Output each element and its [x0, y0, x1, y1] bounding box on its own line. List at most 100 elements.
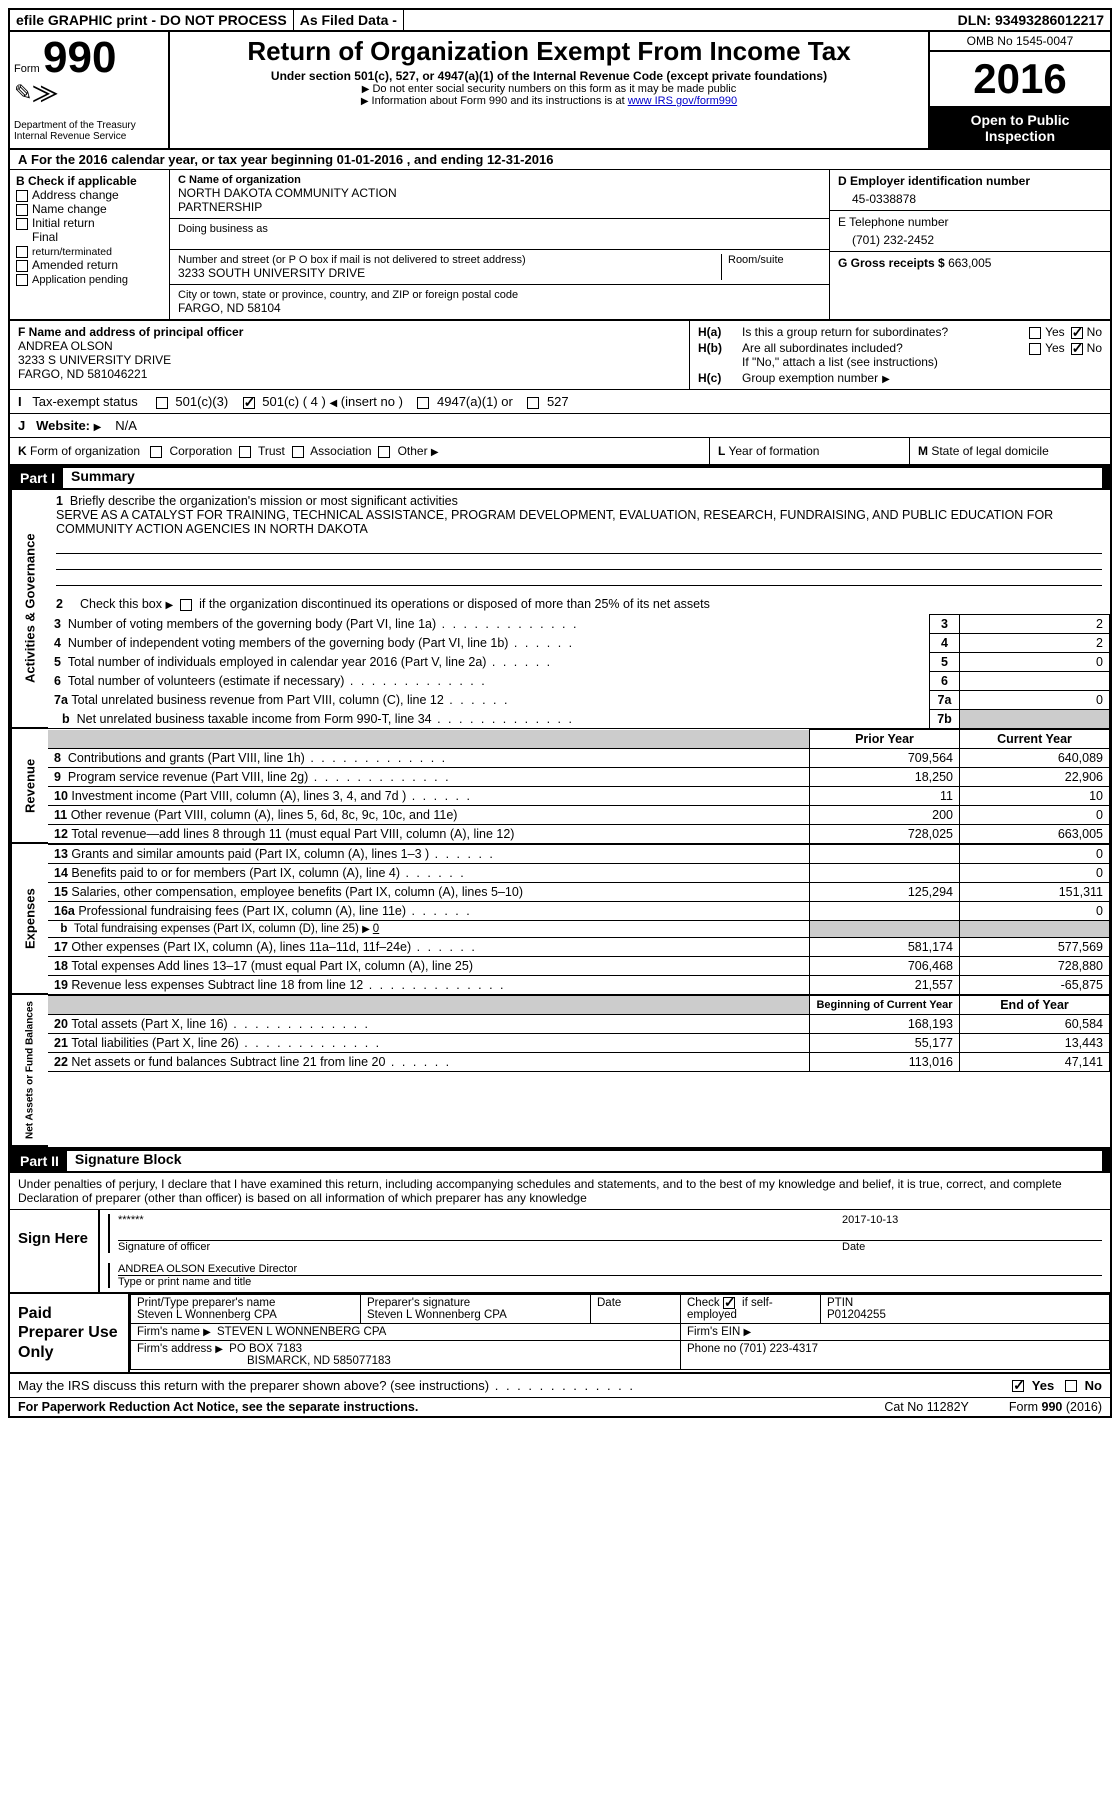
section-l: L Year of formation — [710, 438, 910, 464]
preparer-sig: Steven L Wonnenberg CPA — [367, 1309, 507, 1321]
chk-trust[interactable] — [239, 446, 251, 458]
form-page: efile GRAPHIC print - DO NOT PROCESS As … — [8, 8, 1112, 1418]
hb-yes[interactable]: Yes — [1029, 341, 1065, 355]
addr-label: Number and street (or P O box if mail is… — [178, 254, 721, 266]
chk-address-change[interactable]: Address change — [16, 188, 163, 202]
arrow-icon — [882, 371, 893, 385]
section-c: C Name of organization NORTH DAKOTA COMM… — [170, 170, 830, 319]
net-assets-table: Beginning of Current YearEnd of Year 20 … — [48, 995, 1110, 1072]
officer-name: ANDREA OLSON — [18, 339, 681, 353]
hb-no[interactable]: No — [1071, 341, 1102, 355]
chk-self-employed[interactable] — [723, 1297, 735, 1309]
prep-date-label: Date — [591, 1295, 681, 1324]
sig-date: 2017-10-13 — [842, 1214, 1102, 1226]
top-bar: efile GRAPHIC print - DO NOT PROCESS As … — [10, 10, 1110, 32]
org-name-1: NORTH DAKOTA COMMUNITY ACTION — [178, 186, 821, 200]
treasury-dept: Department of the Treasury Internal Reve… — [14, 120, 164, 142]
title-cell: Return of Organization Exempt From Incom… — [170, 32, 930, 148]
form-number-cell: Form 990 ✎⨠ Department of the Treasury I… — [10, 32, 170, 148]
tax-year: 2016 — [930, 52, 1110, 108]
as-filed: As Filed Data - — [294, 10, 404, 30]
dln: DLN: 93493286012217 — [952, 10, 1110, 30]
paperwork-notice: For Paperwork Reduction Act Notice, see … — [18, 1400, 418, 1414]
form-number: 990 — [43, 33, 116, 82]
irs-link[interactable]: www IRS gov/form990 — [628, 95, 737, 107]
part-1-header: Part I Summary — [10, 466, 1110, 490]
section-m: M State of legal domicile — [910, 438, 1110, 464]
chk-other[interactable] — [378, 446, 390, 458]
arrow-icon — [203, 1326, 214, 1338]
sign-here-label: Sign Here — [10, 1210, 100, 1292]
ein-label: D Employer identification number — [838, 174, 1030, 188]
line-1: 1 Briefly describe the organization's mi… — [48, 490, 1110, 538]
firm-addr: PO BOX 7183 — [229, 1343, 302, 1355]
chk-527[interactable] — [527, 397, 539, 409]
firm-phone: Phone no (701) 223-4317 — [681, 1341, 1110, 1370]
preparer-table: Print/Type preparer's nameSteven L Wonne… — [130, 1294, 1110, 1370]
officer-addr2: FARGO, ND 581046221 — [18, 367, 681, 381]
chk-501c3[interactable] — [156, 397, 168, 409]
chk-pending[interactable]: Application pending — [16, 272, 163, 286]
row-klm: K Form of organization Corporation Trust… — [10, 438, 1110, 466]
arrow-icon — [94, 418, 105, 433]
arrow-icon — [431, 444, 442, 458]
ha-yes[interactable]: Yes — [1029, 325, 1065, 339]
date-label: Date — [842, 1241, 1102, 1253]
paid-preparer-block: Paid Preparer Use Only Print/Type prepar… — [10, 1294, 1110, 1374]
efile-notice: efile GRAPHIC print - DO NOT PROCESS — [10, 10, 294, 30]
preparer-name: Steven L Wonnenberg CPA — [137, 1309, 277, 1321]
website-value: N/A — [115, 418, 137, 433]
hb-note: If "No," attach a list (see instructions… — [698, 355, 1102, 369]
sig-of-officer-label: Signature of officer — [118, 1241, 842, 1253]
omb-number: OMB No 1545-0047 — [930, 32, 1110, 52]
rule-line — [56, 570, 1102, 586]
firm-city: BISMARCK, ND 585077183 — [137, 1355, 391, 1367]
chk-corp[interactable] — [150, 446, 162, 458]
governance-table: 3 Number of voting members of the govern… — [48, 614, 1110, 729]
city-label: City or town, state or province, country… — [178, 289, 821, 301]
dba-label: Doing business as — [178, 223, 821, 235]
chk-assoc[interactable] — [292, 446, 304, 458]
open-to-public: Open to Public Inspection — [930, 108, 1110, 148]
discuss-yes[interactable] — [1012, 1380, 1024, 1392]
ha-no[interactable]: No — [1071, 325, 1102, 339]
arrow-icon — [744, 1326, 755, 1338]
paid-preparer-label: Paid Preparer Use Only — [10, 1294, 130, 1372]
ssn-note: Do not enter social security numbers on … — [180, 83, 918, 95]
chk-discontinued[interactable] — [180, 599, 192, 611]
chk-initial[interactable]: Initial return — [16, 216, 163, 230]
officer-printed-name: ANDREA OLSON Executive Director — [118, 1263, 1102, 1275]
discuss-no[interactable] — [1065, 1380, 1077, 1392]
return-title: Return of Organization Exempt From Incom… — [180, 36, 918, 67]
org-address: 3233 SOUTH UNIVERSITY DRIVE — [178, 266, 721, 280]
chk-final[interactable]: return/terminated — [16, 244, 163, 258]
type-print-label: Type or print name and title — [118, 1275, 1102, 1288]
ptin: P01204255 — [827, 1309, 886, 1321]
row-fh: F Name and address of principal officer … — [10, 321, 1110, 390]
net-assets-section: Net Assets or Fund Balances Beginning of… — [10, 995, 1110, 1149]
chk-4947[interactable] — [417, 397, 429, 409]
chk-name-change[interactable]: Name change — [16, 202, 163, 216]
ein-value: 45-0338878 — [838, 188, 1102, 206]
line-2: 2 Check this box if the organization dis… — [48, 594, 1110, 614]
org-name-2: PARTNERSHIP — [178, 200, 821, 214]
part-2-header: Part II Signature Block — [10, 1149, 1110, 1173]
entity-grid: B Check if applicable Address change Nam… — [10, 170, 1110, 321]
arrow-icon — [215, 1343, 226, 1355]
form-footer: For Paperwork Reduction Act Notice, see … — [10, 1398, 1110, 1416]
arrow-icon — [362, 923, 373, 935]
chk-amended[interactable]: Amended return — [16, 258, 163, 272]
org-name-label: C Name of organization — [178, 174, 301, 186]
officer-addr1: 3233 S UNIVERSITY DRIVE — [18, 353, 681, 367]
info-note: Information about Form 990 and its instr… — [180, 95, 918, 107]
section-i: I Tax-exempt status 501(c)(3) 501(c) ( 4… — [10, 390, 1110, 414]
discuss-row: May the IRS discuss this return with the… — [10, 1374, 1110, 1398]
revenue-section: Revenue Prior YearCurrent Year 8 Contrib… — [10, 729, 1110, 844]
section-h: H(a) Is this a group return for subordin… — [690, 321, 1110, 389]
arrow-icon — [165, 597, 176, 611]
revenue-table: Prior YearCurrent Year 8 Contributions a… — [48, 729, 1110, 844]
section-deg: D Employer identification number 45-0338… — [830, 170, 1110, 319]
chk-501c[interactable] — [243, 397, 255, 409]
form-ref: Form 990 (2016) — [1009, 1400, 1102, 1414]
expenses-table: 13 Grants and similar amounts paid (Part… — [48, 844, 1110, 995]
